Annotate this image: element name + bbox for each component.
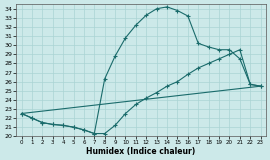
X-axis label: Humidex (Indice chaleur): Humidex (Indice chaleur): [86, 147, 196, 156]
